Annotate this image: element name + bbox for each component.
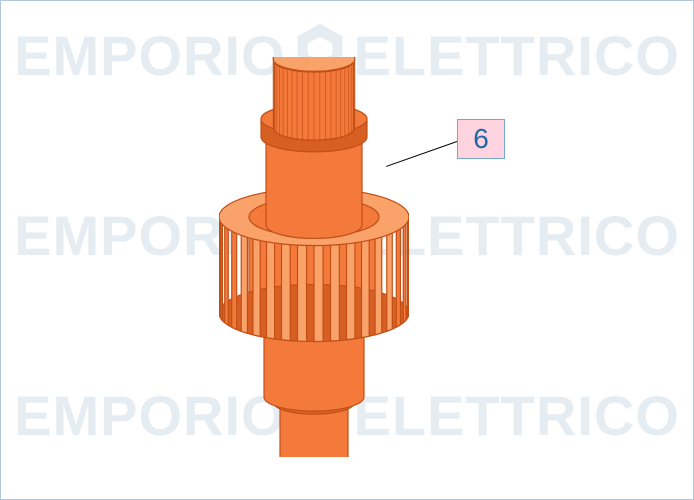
part-illustration <box>219 57 409 462</box>
callout-label-6: 6 <box>457 119 505 159</box>
callout-text: 6 <box>473 123 489 154</box>
diagram-canvas: EMPORIO ELETTRICO EMPORIO ELETTRICO EMPO… <box>0 0 694 500</box>
